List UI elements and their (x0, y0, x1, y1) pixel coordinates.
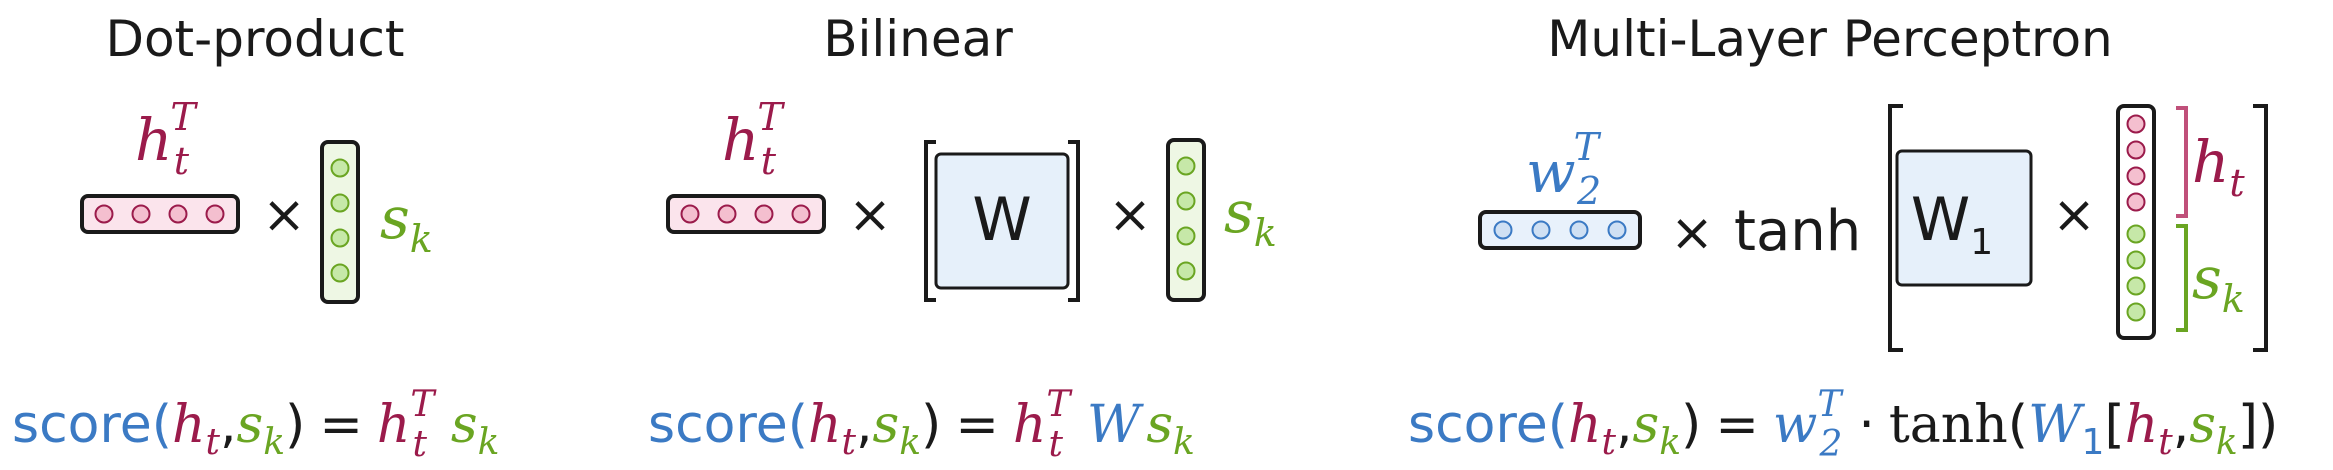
h-vector-element (94, 204, 114, 224)
w-vector-box (1478, 210, 1642, 250)
s-vector-box (320, 140, 360, 304)
h-vector-element (205, 204, 225, 224)
s-vector-element (1176, 261, 1196, 281)
h-label: hT t (722, 95, 785, 183)
h-vector-element (680, 204, 700, 224)
panel-dot-product: Dot-product hT t × sk score(ht,sk) = hT t sk (12, 10, 499, 465)
formula-dot-product: score(ht,sk) = hT t sk (12, 384, 499, 465)
h-vector-element (2126, 140, 2146, 160)
h-vector-element (791, 204, 811, 224)
h-vector-box (80, 194, 240, 234)
s-label: sk (1224, 178, 1277, 255)
matrix-box (1895, 149, 2033, 287)
s-vector-element (330, 228, 350, 248)
times-operator: × (848, 185, 892, 245)
times-operator: × (1670, 203, 1714, 263)
s-vector-element (330, 193, 350, 213)
s-vector-element (2126, 250, 2146, 270)
s-vector-element (330, 263, 350, 283)
s-vector-element (1176, 226, 1196, 246)
h-vector-element (717, 204, 737, 224)
s-vector-element (2126, 302, 2146, 322)
left-bracket (924, 140, 936, 302)
concat-vector-box (2116, 104, 2156, 340)
weight-matrix-w1: W1 (1895, 149, 2033, 287)
s-vector-element (330, 158, 350, 178)
h-vector-element (131, 204, 151, 224)
matrix-label: W1 (1911, 185, 1993, 263)
weight-matrix-w: W (924, 140, 1080, 302)
s-label: sk (380, 184, 433, 261)
concat-vector-column (2116, 104, 2156, 340)
outer-left-bracket (1888, 104, 1903, 352)
formula-mlp: score(ht,sk) = wT 2 · tanh(W1[ht,sk]) (1408, 384, 2278, 465)
h-vector-element (2126, 114, 2146, 134)
h-vector-box (666, 194, 826, 234)
h-vector-element (2126, 192, 2146, 212)
s-brace (2176, 224, 2188, 332)
h-vector-element (2126, 166, 2146, 186)
panel-mlp: Multi-Layer Perceptron wT 2 × tanh W1 × (1408, 10, 2278, 465)
h-label: hT t (135, 95, 198, 183)
s-vector-column (1166, 138, 1206, 302)
s-vector-element (2126, 276, 2146, 296)
w-vector-element (1607, 220, 1627, 240)
times-operator: × (262, 185, 306, 245)
w-vector-row (1478, 210, 1642, 250)
s-vector-element (2126, 224, 2146, 244)
w-vector-element (1531, 220, 1551, 240)
h-brace (2176, 106, 2188, 218)
s-vector-column (320, 140, 360, 304)
h-vector-row (80, 194, 240, 234)
times-operator: × (1108, 185, 1152, 245)
times-operator: × (2052, 185, 2096, 245)
w-vector-element (1569, 220, 1589, 240)
s-vector-element (1176, 191, 1196, 211)
matrix-box (934, 152, 1070, 290)
h-vector-element (754, 204, 774, 224)
matrix-label: W (972, 185, 1031, 255)
s-vector-box (1166, 138, 1206, 302)
h-vector-row (666, 194, 826, 234)
s-label: sk (2192, 244, 2245, 321)
panel-title-bilinear: Bilinear (823, 10, 1013, 68)
w-label: wT 2 (1526, 125, 1602, 213)
h-label: ht (2192, 128, 2245, 205)
panel-title-dot-product: Dot-product (105, 10, 404, 68)
h-vector-element (168, 204, 188, 224)
w-vector-element (1493, 220, 1513, 240)
tanh-label: tanh (1734, 199, 1861, 264)
outer-right-bracket (2253, 104, 2268, 352)
s-vector-element (1176, 156, 1196, 176)
right-bracket (1068, 140, 1080, 302)
panel-title-mlp: Multi-Layer Perceptron (1547, 10, 2112, 68)
